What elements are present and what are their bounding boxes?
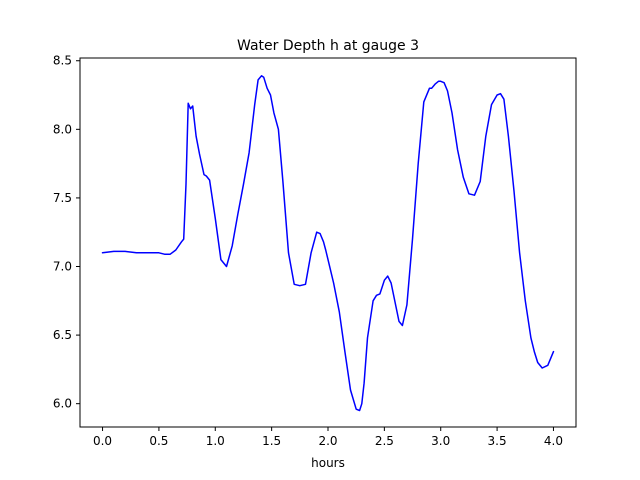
y-axis: 6.0 6.5 7.0 7.5 8.0 8.5 [53,54,80,411]
x-tick-label: 3.0 [431,434,450,448]
x-tick-label: 2.0 [318,434,337,448]
x-tick-label: 1.0 [206,434,225,448]
y-tick-label: 8.5 [53,54,72,68]
y-tick-label: 6.0 [53,397,72,411]
y-tick-label: 7.5 [53,191,72,205]
x-tick-label: 0.0 [93,434,112,448]
x-tick-label: 0.5 [149,434,168,448]
y-tick-label: 6.5 [53,328,72,342]
y-tick-label: 8.0 [53,122,72,136]
x-axis: 0.0 0.5 1.0 1.5 2.0 2.5 3.0 3.5 4.0 [93,427,563,448]
x-tick-label: 2.5 [375,434,394,448]
chart-title: Water Depth h at gauge 3 [237,38,419,54]
series-layer [101,75,555,412]
x-tick-label: 3.5 [488,434,507,448]
x-tick-label: 4.0 [544,434,563,448]
y-tick-label: 7.0 [53,260,72,274]
x-tick-label: 1.5 [262,434,281,448]
x-axis-label: hours [311,456,345,470]
plot-area [79,57,577,428]
series-line [101,75,555,412]
plot-frame [79,57,577,428]
